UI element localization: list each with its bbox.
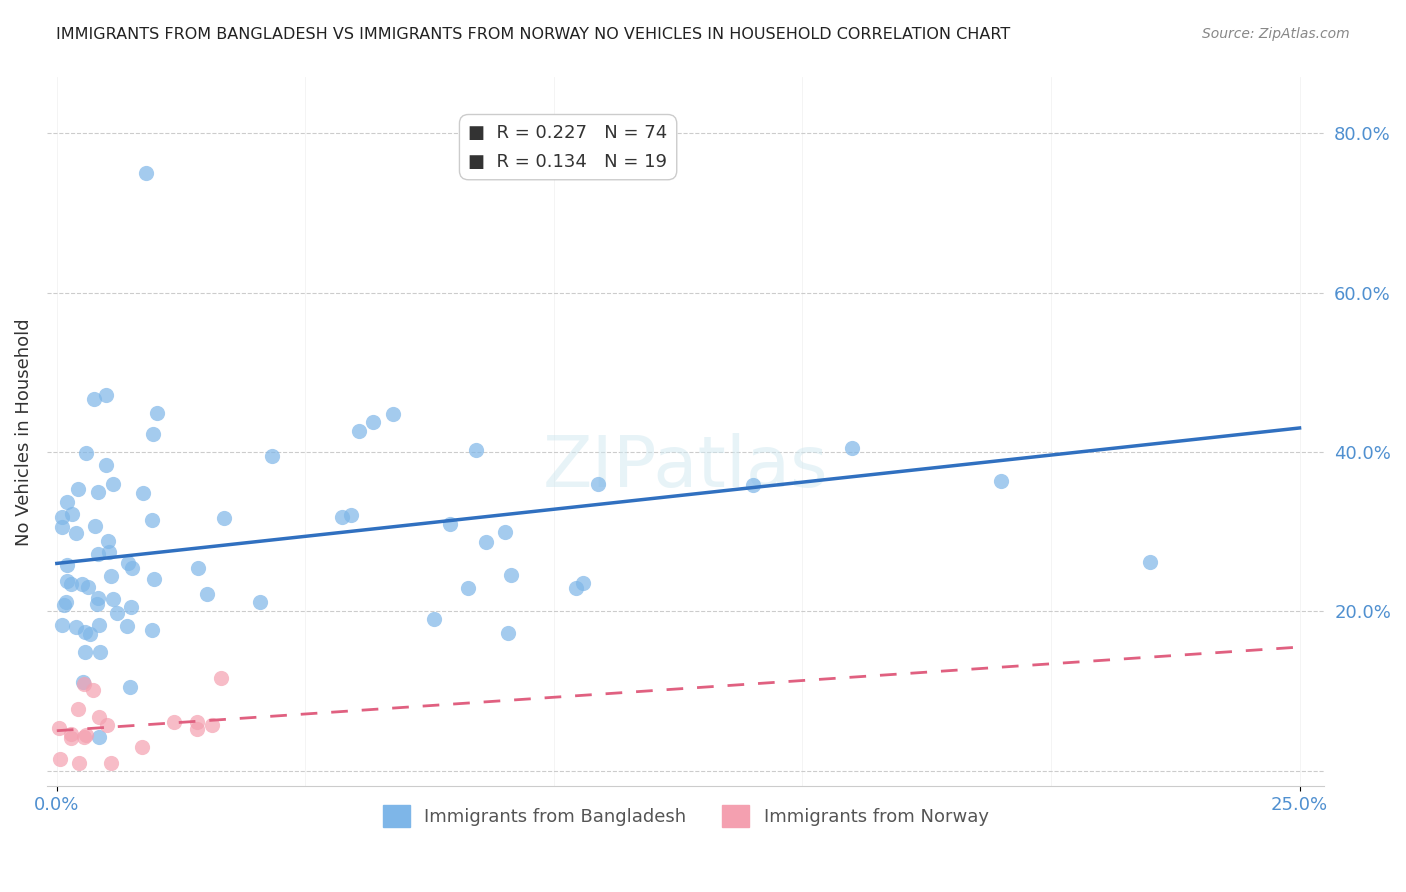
Point xyxy=(96,717,118,731)
Point xyxy=(87,710,110,724)
Point xyxy=(48,721,70,735)
Point xyxy=(53,599,76,613)
Point xyxy=(75,446,97,460)
Point xyxy=(66,701,89,715)
Point xyxy=(73,730,96,744)
Point xyxy=(163,715,186,730)
Point xyxy=(83,518,105,533)
Point xyxy=(94,458,117,472)
Point xyxy=(75,728,97,742)
Point xyxy=(201,718,224,732)
Point xyxy=(65,620,87,634)
Point xyxy=(841,442,863,456)
Point xyxy=(586,477,609,491)
Point xyxy=(51,617,73,632)
Point xyxy=(55,595,77,609)
Point xyxy=(67,756,90,770)
Point xyxy=(55,574,77,588)
Y-axis label: No Vehicles in Household: No Vehicles in Household xyxy=(15,318,32,546)
Point xyxy=(67,482,90,496)
Point xyxy=(97,534,120,549)
Point xyxy=(87,484,110,499)
Point xyxy=(209,672,232,686)
Point xyxy=(51,510,73,524)
Point xyxy=(97,545,120,559)
Point xyxy=(103,591,125,606)
Point xyxy=(60,731,83,746)
Point xyxy=(87,547,110,561)
Point xyxy=(73,625,96,640)
Point xyxy=(741,478,763,492)
Point xyxy=(361,415,384,429)
Point xyxy=(135,166,157,180)
Point xyxy=(464,443,486,458)
Point xyxy=(330,510,353,524)
Point xyxy=(73,676,96,690)
Text: IMMIGRANTS FROM BANGLADESH VS IMMIGRANTS FROM NORWAY NO VEHICLES IN HOUSEHOLD CO: IMMIGRANTS FROM BANGLADESH VS IMMIGRANTS… xyxy=(56,27,1011,42)
Point xyxy=(990,475,1012,489)
Text: ■  R = 0.227   N = 74
■  R = 0.134   N = 19: ■ R = 0.227 N = 74 ■ R = 0.134 N = 19 xyxy=(468,123,668,170)
Point xyxy=(457,581,479,595)
Point xyxy=(474,535,496,549)
Legend: Immigrants from Bangladesh, Immigrants from Norway: Immigrants from Bangladesh, Immigrants f… xyxy=(375,797,995,834)
Point xyxy=(103,477,125,491)
Point xyxy=(141,624,163,638)
Point xyxy=(249,595,271,609)
Point xyxy=(65,525,87,540)
Point xyxy=(89,731,111,745)
Point xyxy=(195,587,218,601)
Point xyxy=(118,680,141,694)
Point xyxy=(439,516,461,531)
Point xyxy=(423,612,446,626)
Point xyxy=(87,617,110,632)
Point xyxy=(60,726,83,740)
Point xyxy=(494,524,516,539)
Point xyxy=(186,714,208,729)
Point xyxy=(260,450,283,464)
Point xyxy=(564,581,586,595)
Point xyxy=(381,408,404,422)
Text: Source: ZipAtlas.com: Source: ZipAtlas.com xyxy=(1202,27,1350,41)
Point xyxy=(49,752,72,766)
Point xyxy=(115,619,138,633)
Point xyxy=(94,387,117,401)
Point xyxy=(82,683,104,698)
Point xyxy=(87,591,110,605)
Point xyxy=(100,569,122,583)
Point xyxy=(105,607,128,621)
Point xyxy=(79,627,101,641)
Point xyxy=(187,561,209,575)
Point xyxy=(572,576,595,591)
Point xyxy=(83,392,105,407)
Point xyxy=(121,561,143,575)
Point xyxy=(77,580,100,594)
Point xyxy=(100,756,122,770)
Point xyxy=(55,558,77,573)
Point xyxy=(89,645,111,659)
Point xyxy=(55,494,77,508)
Point xyxy=(132,485,155,500)
Point xyxy=(86,597,108,611)
Point xyxy=(499,568,522,582)
Point xyxy=(186,723,208,737)
Point xyxy=(1139,555,1161,569)
Point xyxy=(143,572,166,586)
Text: ZIPatlas: ZIPatlas xyxy=(543,433,828,502)
Point xyxy=(340,508,363,523)
Point xyxy=(131,740,153,755)
Point xyxy=(496,626,519,640)
Point xyxy=(75,645,97,659)
Point xyxy=(51,519,73,533)
Point xyxy=(212,510,235,524)
Point xyxy=(349,424,371,438)
Point xyxy=(60,508,83,522)
Point xyxy=(70,577,93,591)
Point xyxy=(145,406,167,420)
Point xyxy=(60,577,83,591)
Point xyxy=(117,556,139,570)
Point xyxy=(142,427,165,442)
Point xyxy=(120,600,142,615)
Point xyxy=(72,675,94,690)
Point xyxy=(141,513,163,527)
